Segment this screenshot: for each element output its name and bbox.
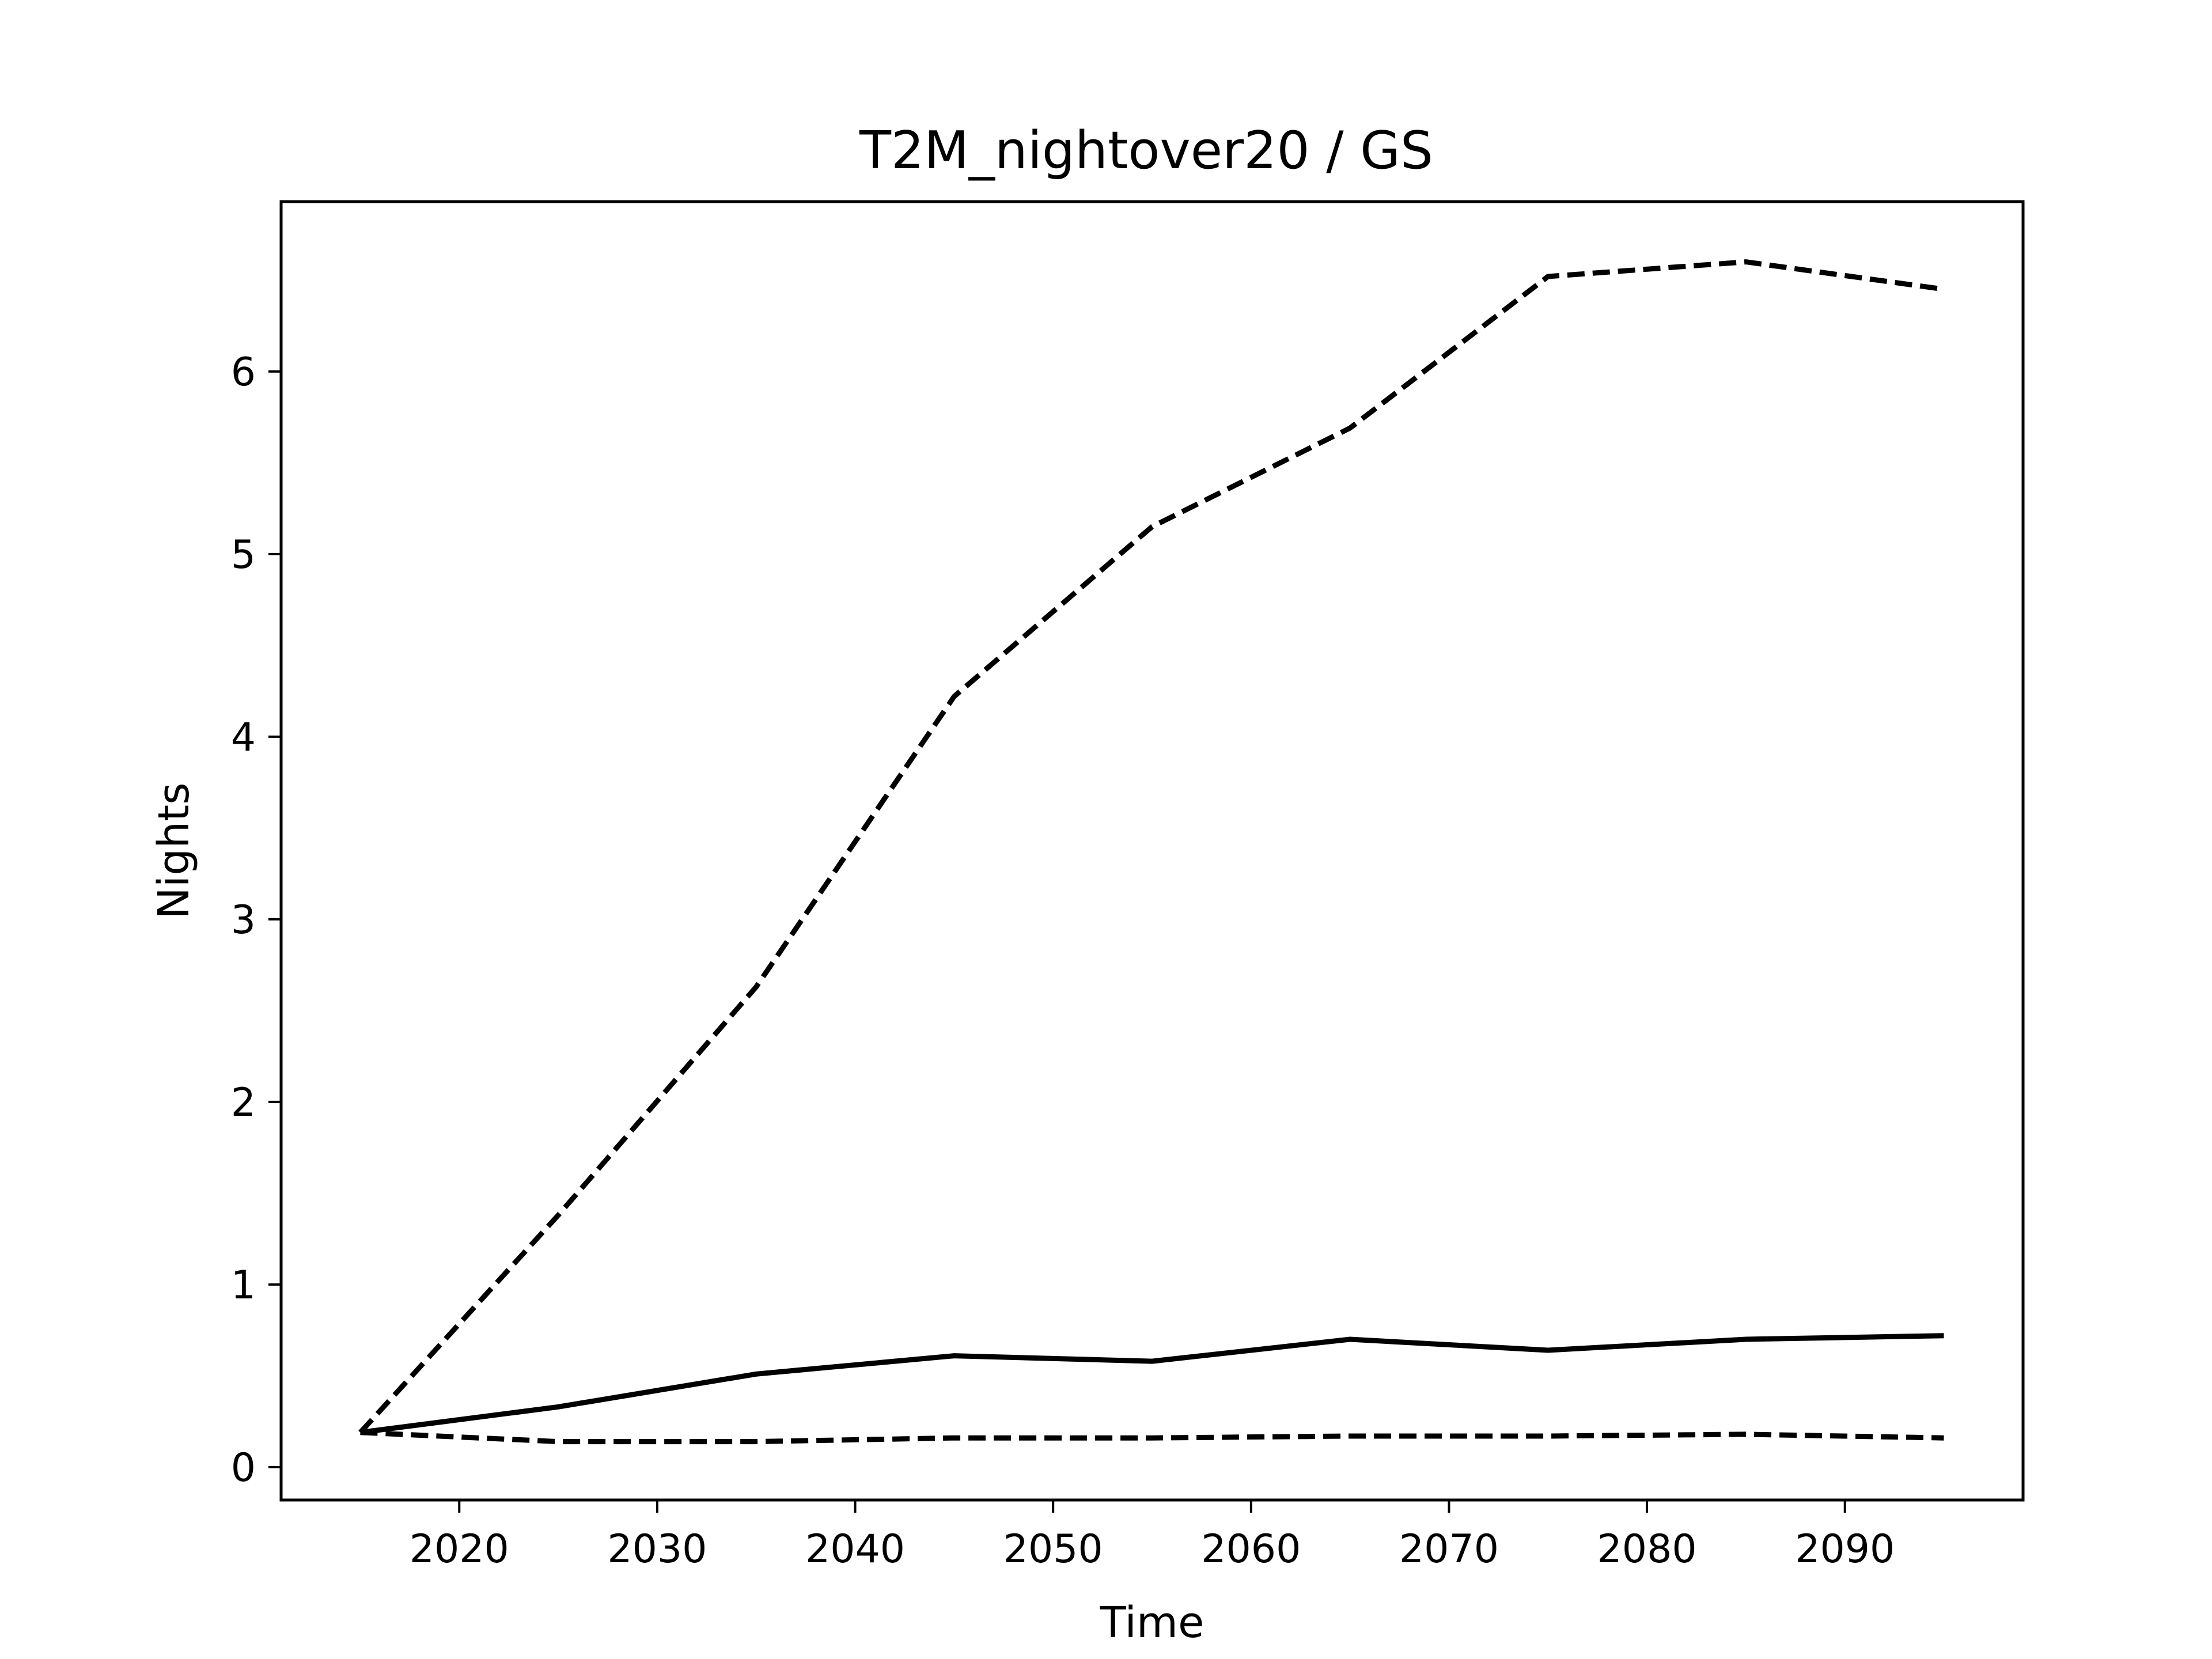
- y-tick-label: 3: [231, 897, 256, 943]
- y-axis-label: Nights: [149, 782, 199, 919]
- y-tick-label: 0: [231, 1445, 256, 1491]
- x-tick-label: 2020: [410, 1527, 509, 1572]
- x-tick-label: 2040: [805, 1527, 905, 1572]
- y-axis-ticks: 0 1 2 3 4 5 6: [231, 350, 281, 1491]
- series-layer: [358, 259, 1945, 1445]
- x-tick-label: 2090: [1795, 1527, 1895, 1572]
- x-tick-label: 2080: [1597, 1527, 1697, 1572]
- x-tick-label: 2070: [1399, 1527, 1499, 1572]
- x-tick-label: 2050: [1003, 1527, 1103, 1572]
- plot-frame: [279, 200, 2025, 1502]
- x-tick-label: 2060: [1201, 1527, 1301, 1572]
- x-axis-label: Time: [1099, 1598, 1204, 1647]
- x-axis-ticks: 2020 2030 2040 2050 2060 2070 2080 2090: [410, 1500, 1895, 1572]
- series-line-1: [358, 259, 1945, 1434]
- y-tick-label: 5: [231, 532, 256, 578]
- x-tick-label: 2030: [607, 1527, 707, 1572]
- series-line-3: [360, 1430, 1944, 1445]
- y-tick-label: 4: [231, 715, 256, 760]
- chart-title: T2M_nightover20 / GS: [859, 120, 1433, 181]
- series-line-2: [359, 1333, 1944, 1435]
- y-tick-label: 6: [231, 350, 256, 395]
- y-tick-label: 1: [231, 1263, 256, 1308]
- y-tick-label: 2: [231, 1080, 256, 1126]
